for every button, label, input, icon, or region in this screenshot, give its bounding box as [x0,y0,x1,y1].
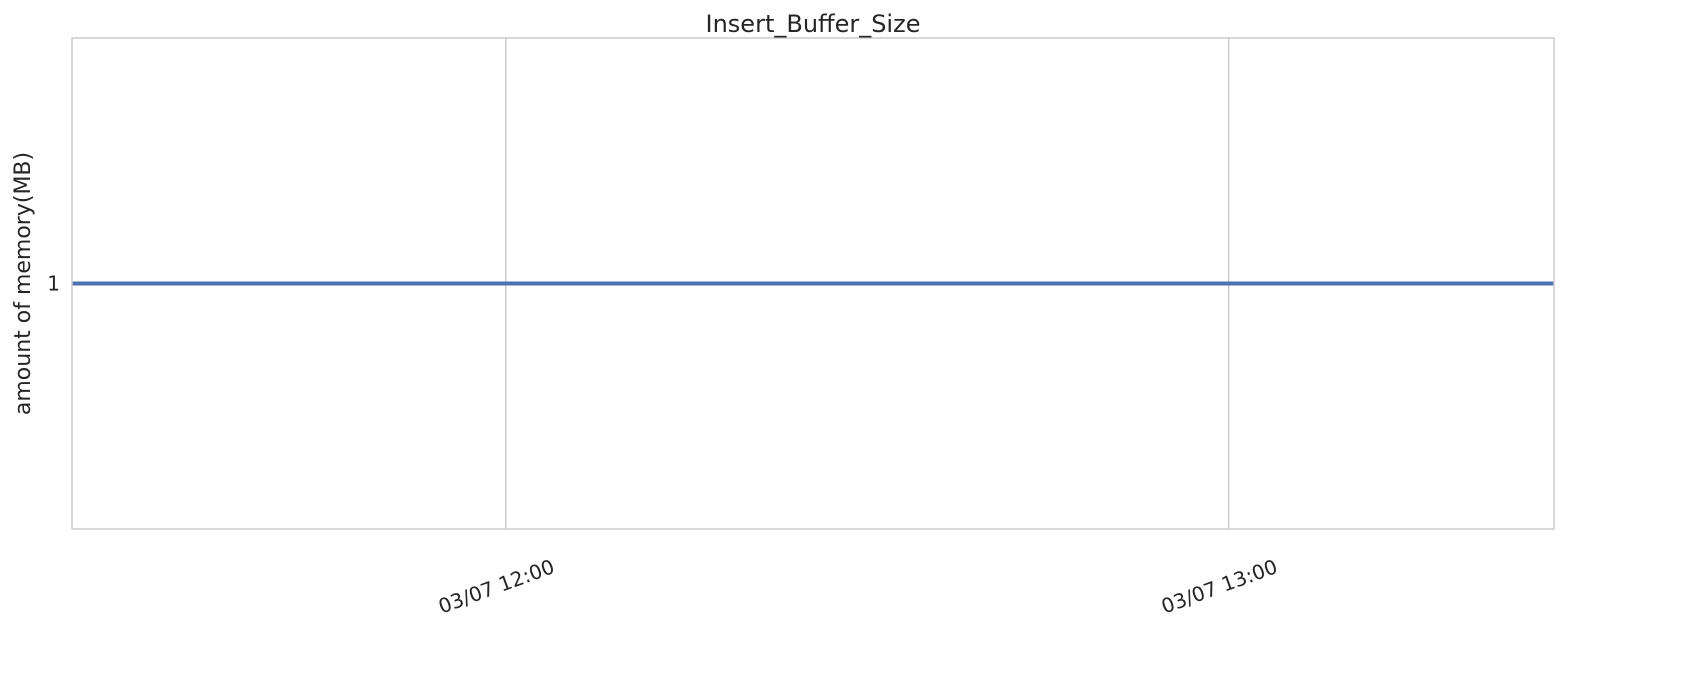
plot-frame [71,37,1555,530]
y-axis-label: amount of memory(MB) [11,152,36,415]
plot-area [71,37,1555,530]
y-axis: 1 [47,272,60,296]
chart-title: Insert_Buffer_Size [706,10,921,38]
y-tick-label: 1 [47,272,60,296]
